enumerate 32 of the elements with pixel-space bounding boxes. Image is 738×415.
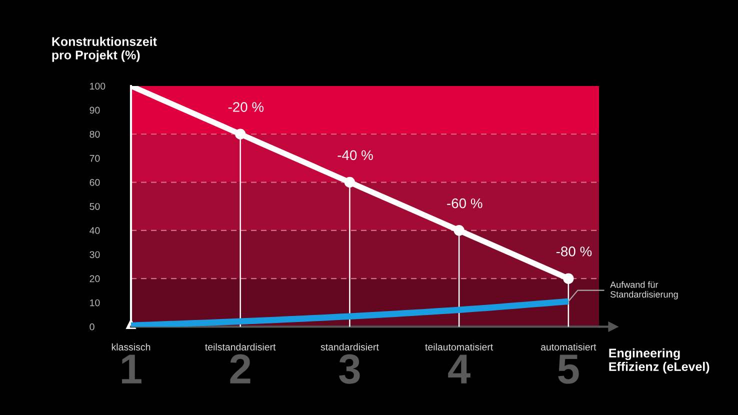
- annotation: -40 %: [338, 150, 373, 160]
- text: 2: [230, 354, 250, 384]
- y-tick-label: 80: [90, 130, 100, 138]
- annotation: -80 %: [556, 246, 592, 256]
- y-tick-label: 100: [90, 82, 106, 90]
- x-axis-title: Engineering Effizienz (eLevel): [609, 348, 710, 374]
- annotation: -60 %: [447, 198, 482, 208]
- y-tick-label: 70: [90, 154, 100, 162]
- y-tick-label: 0: [90, 323, 94, 330]
- x-tick-label: klassisch: [112, 343, 150, 350]
- point: [234, 128, 246, 140]
- annotation: Aufwand für Standardisierung: [610, 281, 678, 300]
- y-tick-label: 30: [90, 251, 100, 258]
- x-tick-label: teilstandardisiert: [205, 343, 276, 350]
- y-tick-label: 50: [90, 203, 100, 210]
- y-tick-label: 40: [90, 227, 100, 234]
- x-tick-label: teilautomatisiert: [425, 343, 494, 350]
- x-tick-label: standardisiert: [320, 343, 379, 350]
- text: 1: [122, 354, 142, 384]
- point: [563, 273, 574, 284]
- annotation: -20 %: [228, 102, 264, 112]
- y-tick-label: 60: [90, 179, 100, 186]
- text: 3: [339, 354, 360, 384]
- point: [454, 225, 464, 236]
- y-tick-label: 90: [90, 106, 100, 114]
- y-axis-title: Konstruktionszeit pro Projekt (%): [52, 36, 157, 62]
- point: [344, 176, 356, 188]
- y-tick-label: 20: [90, 275, 100, 282]
- text: 4: [448, 354, 470, 384]
- y-tick-label: 10: [90, 299, 100, 306]
- x-tick-label: automatisiert: [541, 343, 596, 350]
- text: 5: [558, 354, 579, 384]
